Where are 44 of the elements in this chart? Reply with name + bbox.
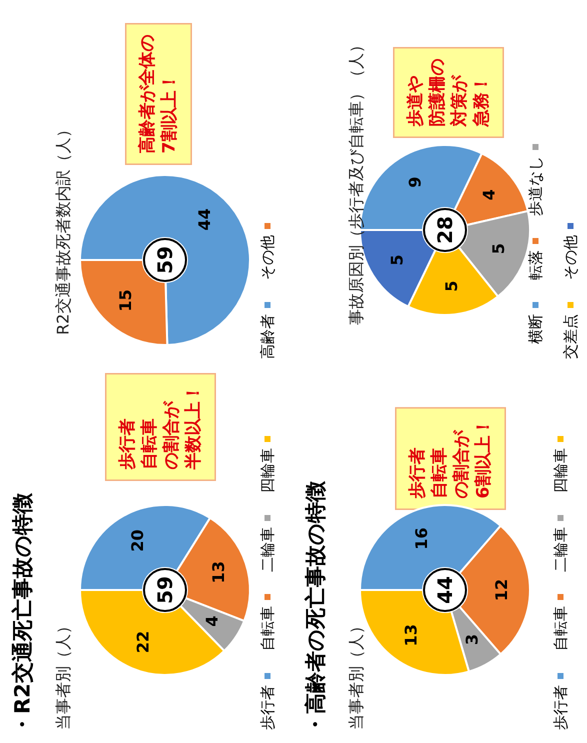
data-label: 20 (128, 529, 148, 552)
data-label: 5 (488, 243, 508, 254)
text: 高齢者が全体の7割以上！ (138, 34, 180, 154)
legend-label: その他 (562, 235, 580, 280)
legend-label: 自転車 (552, 606, 570, 651)
text: 当事者別（人） (54, 618, 72, 730)
text: 歩行者自転車の割合が6割以上！ (408, 418, 494, 500)
legend-label: 転落 (526, 250, 544, 280)
legend-label: その他 (258, 235, 276, 280)
data-label: 15 (116, 289, 136, 312)
legend-label: 四輪車 (552, 448, 570, 493)
legend-label: 歩道なし (526, 156, 544, 216)
data-label: 5 (388, 254, 407, 266)
data-label: 4 (480, 189, 499, 200)
legend-label: 交差点 (562, 314, 580, 359)
legend-label: 横断 (526, 314, 544, 344)
legend-label: 二輪車 (552, 527, 570, 572)
legend-label: 四輪車 (258, 448, 276, 493)
legend-label: 歩行者 (552, 685, 570, 730)
legend-label: 高齢者 (258, 314, 276, 359)
legend-label: 二輪車 (258, 527, 276, 572)
text: 歩行者自転車の割合が半数以上！ (118, 384, 204, 470)
data-label: 9 (405, 176, 424, 188)
text: ・R2交通死亡事故の特徴 (10, 492, 34, 735)
text: 59 (153, 246, 177, 274)
text: 歩道や防護柵の対策が急務！ (406, 58, 492, 128)
text: 59 (153, 576, 177, 604)
text: 44 (433, 576, 457, 604)
data-label: 16 (412, 527, 432, 550)
data-label: 3 (462, 634, 482, 646)
legend-label: 自転車 (258, 606, 276, 651)
data-label: 5 (442, 280, 461, 292)
text: R2交通事故死者数内訳（人） (54, 122, 72, 335)
text: 28 (433, 216, 457, 244)
data-label: 4 (202, 616, 222, 627)
data-label: 22 (134, 630, 153, 654)
data-label: 44 (194, 208, 214, 231)
data-label: 13 (209, 561, 228, 584)
data-label: 13 (402, 624, 421, 646)
text: ・高齢者の死亡事故の特徴 (304, 480, 328, 735)
legend-label: 歩行者 (258, 685, 276, 730)
text: 事故原因別（歩行者及び自転車）（人） (346, 37, 366, 325)
data-label: 12 (492, 578, 511, 602)
text: 当事者別（人） (346, 618, 366, 730)
